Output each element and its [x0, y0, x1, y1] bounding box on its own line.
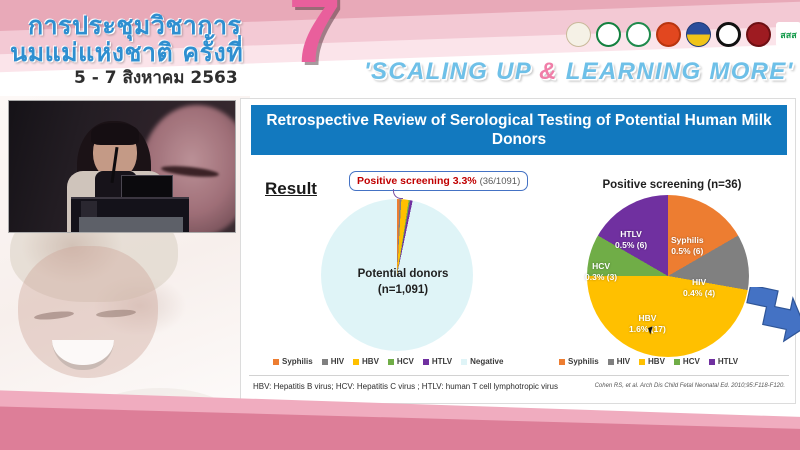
result-heading: Result	[265, 179, 317, 198]
sponsor-logo-8-icon: สสส	[776, 22, 800, 47]
legend2-swatch-hbv	[639, 358, 646, 365]
legend2-label-hcv: HCV	[682, 357, 700, 366]
sponsor-logo-6-icon	[716, 22, 741, 47]
slice-label-hbv-value: 1.6% (17)	[629, 324, 666, 335]
potential-donors-title: Potential donors	[357, 268, 449, 280]
legend-item-syphilis: Syphilis	[273, 357, 313, 366]
slice-label-hiv: HIV 0.4% (4)	[683, 277, 715, 299]
legend2-item-hbv: HBV	[639, 357, 665, 366]
legend2-item-htlv: HTLV	[708, 357, 739, 366]
legend-swatch-syphilis	[273, 358, 279, 365]
sponsor-logo-2-icon	[596, 22, 621, 47]
slice-label-hcv: HCV 0.3% (3)	[585, 261, 617, 283]
potential-donors-pie-chart: Potential donors (n=1,091)	[285, 197, 521, 357]
legend-swatch-htlv	[422, 358, 429, 365]
legend2-swatch-htlv	[708, 358, 715, 365]
legend2-label-hbv: HBV	[648, 357, 665, 366]
flow-arrow-icon	[746, 287, 800, 343]
slice-label-hcv-value: 0.3% (3)	[585, 272, 618, 283]
tagline-text-first: 'SCALING UP	[364, 58, 540, 85]
legend-potential-donors: Syphilis HIV HBV HCV HTLV Negative	[273, 357, 503, 366]
slide-title: Retrospective Review of Serological Test…	[251, 105, 787, 155]
legend2-item-hiv: HIV	[607, 357, 631, 366]
legend-label-hbv: HBV	[362, 357, 379, 366]
positive-screening-percent: Positive screening 3.3%	[357, 175, 477, 187]
potential-donors-pie-slices	[321, 199, 473, 351]
legend2-label-syphilis: Syphilis	[568, 357, 599, 366]
tagline-ampersand: &	[539, 58, 558, 85]
sponsor-logo-3-icon	[626, 22, 651, 47]
slice-label-hiv-name: HIV	[691, 277, 707, 287]
positive-screening-callout: Positive screening 3.3% (36/1091)	[349, 171, 529, 191]
legend-label-htlv: HTLV	[431, 357, 453, 366]
legend2-swatch-hiv	[607, 358, 614, 365]
tagline-text-second: LEARNING MORE'	[557, 58, 794, 85]
slide-panel: Retrospective Review of Serological Test…	[240, 98, 800, 404]
legend-swatch-hbv	[353, 358, 360, 365]
legend2-swatch-syphilis	[559, 358, 565, 365]
sponsor-logo-4-icon	[656, 22, 681, 47]
sponsor-logo-7-icon	[746, 22, 771, 47]
conference-title-thai-line2: นมแม่แห่งชาติ ครั้งที่	[10, 38, 244, 67]
footnote-divider	[249, 375, 789, 376]
legend-label-negative: Negative	[470, 357, 504, 366]
conference-title-thai-line1: การประชุมวิชาการ	[28, 11, 242, 40]
legend-item-hiv: HIV	[321, 357, 345, 366]
legend2-label-hiv: HIV	[616, 357, 631, 366]
legend-swatch-negative	[461, 358, 468, 365]
potential-donors-subtitle: (n=1,091)	[377, 283, 429, 296]
legend2-swatch-hcv	[673, 358, 680, 365]
legend2-label-htlv: HTLV	[717, 357, 739, 366]
slice-label-hbv-name: HBV	[638, 313, 657, 323]
legend-item-negative: Negative	[461, 357, 503, 366]
legend-item-hcv: HCV	[387, 357, 414, 366]
legend2-item-hcv: HCV	[673, 357, 700, 366]
positive-screening-pie-title: Positive screening (n=36)	[602, 179, 742, 191]
sponsor-logo-5-icon	[686, 22, 711, 47]
conference-date-thai: 5 - 7 สิงหาคม 2563	[74, 68, 238, 88]
legend-item-htlv: HTLV	[422, 357, 453, 366]
slice-label-htlv: HTLV 0.5% (6)	[615, 229, 647, 251]
legend-label-hiv: HIV	[330, 357, 345, 366]
slice-label-syphilis-name: Syphilis	[671, 235, 704, 245]
presenter-video-thumbnail[interactable]	[8, 100, 236, 233]
slice-label-htlv-name: HTLV	[620, 229, 642, 239]
legend-positive-screening: Syphilis HIV HBV HCV HTLV	[559, 357, 738, 366]
positive-screening-fraction: (36/1091)	[479, 176, 521, 187]
potential-donors-pie-label: Potential donors (n=1,091)	[285, 267, 521, 298]
slice-label-hbv: HBV 1.6% (17)	[629, 313, 666, 335]
conference-edition-number: 7	[288, 0, 342, 83]
slice-label-htlv-value: 0.5% (6)	[615, 240, 648, 251]
legend-swatch-hcv	[387, 358, 394, 365]
legend2-item-syphilis: Syphilis	[559, 357, 599, 366]
conference-tagline: 'SCALING UP & LEARNING MORE'	[364, 58, 794, 86]
conference-header-banner: การประชุมวิชาการ นมแม่แห่งชาติ ครั้งที่ …	[0, 0, 800, 96]
slice-label-hcv-name: HCV	[592, 261, 611, 271]
positive-screening-pie-slices	[587, 195, 749, 357]
positive-screening-pie-chart: Syphilis 0.5% (6) HIV 0.4% (4) HBV 1.6% …	[585, 195, 755, 357]
legend-swatch-hiv	[321, 358, 328, 365]
podium-plaque	[81, 201, 97, 217]
legend-label-hcv: HCV	[396, 357, 414, 366]
podium-base	[79, 217, 183, 232]
source-citation: Cohen RS, et al. Arch Dis Child Fetal Ne…	[594, 383, 785, 389]
presenter-hair-fringe	[91, 123, 139, 145]
slice-label-hiv-value: 0.4% (4)	[683, 288, 716, 299]
sponsor-logo-1-icon	[566, 22, 591, 47]
legend-label-syphilis: Syphilis	[282, 357, 313, 366]
slice-label-syphilis-value: 0.5% (6)	[671, 246, 704, 257]
slice-label-syphilis: Syphilis 0.5% (6)	[671, 235, 704, 257]
abbreviation-footnote: HBV: Hepatitis B virus; HCV: Hepatitis C…	[253, 382, 558, 391]
legend-item-hbv: HBV	[353, 357, 379, 366]
callout-leader-line	[393, 189, 403, 199]
sponsor-logo-row: สสส	[566, 22, 800, 47]
